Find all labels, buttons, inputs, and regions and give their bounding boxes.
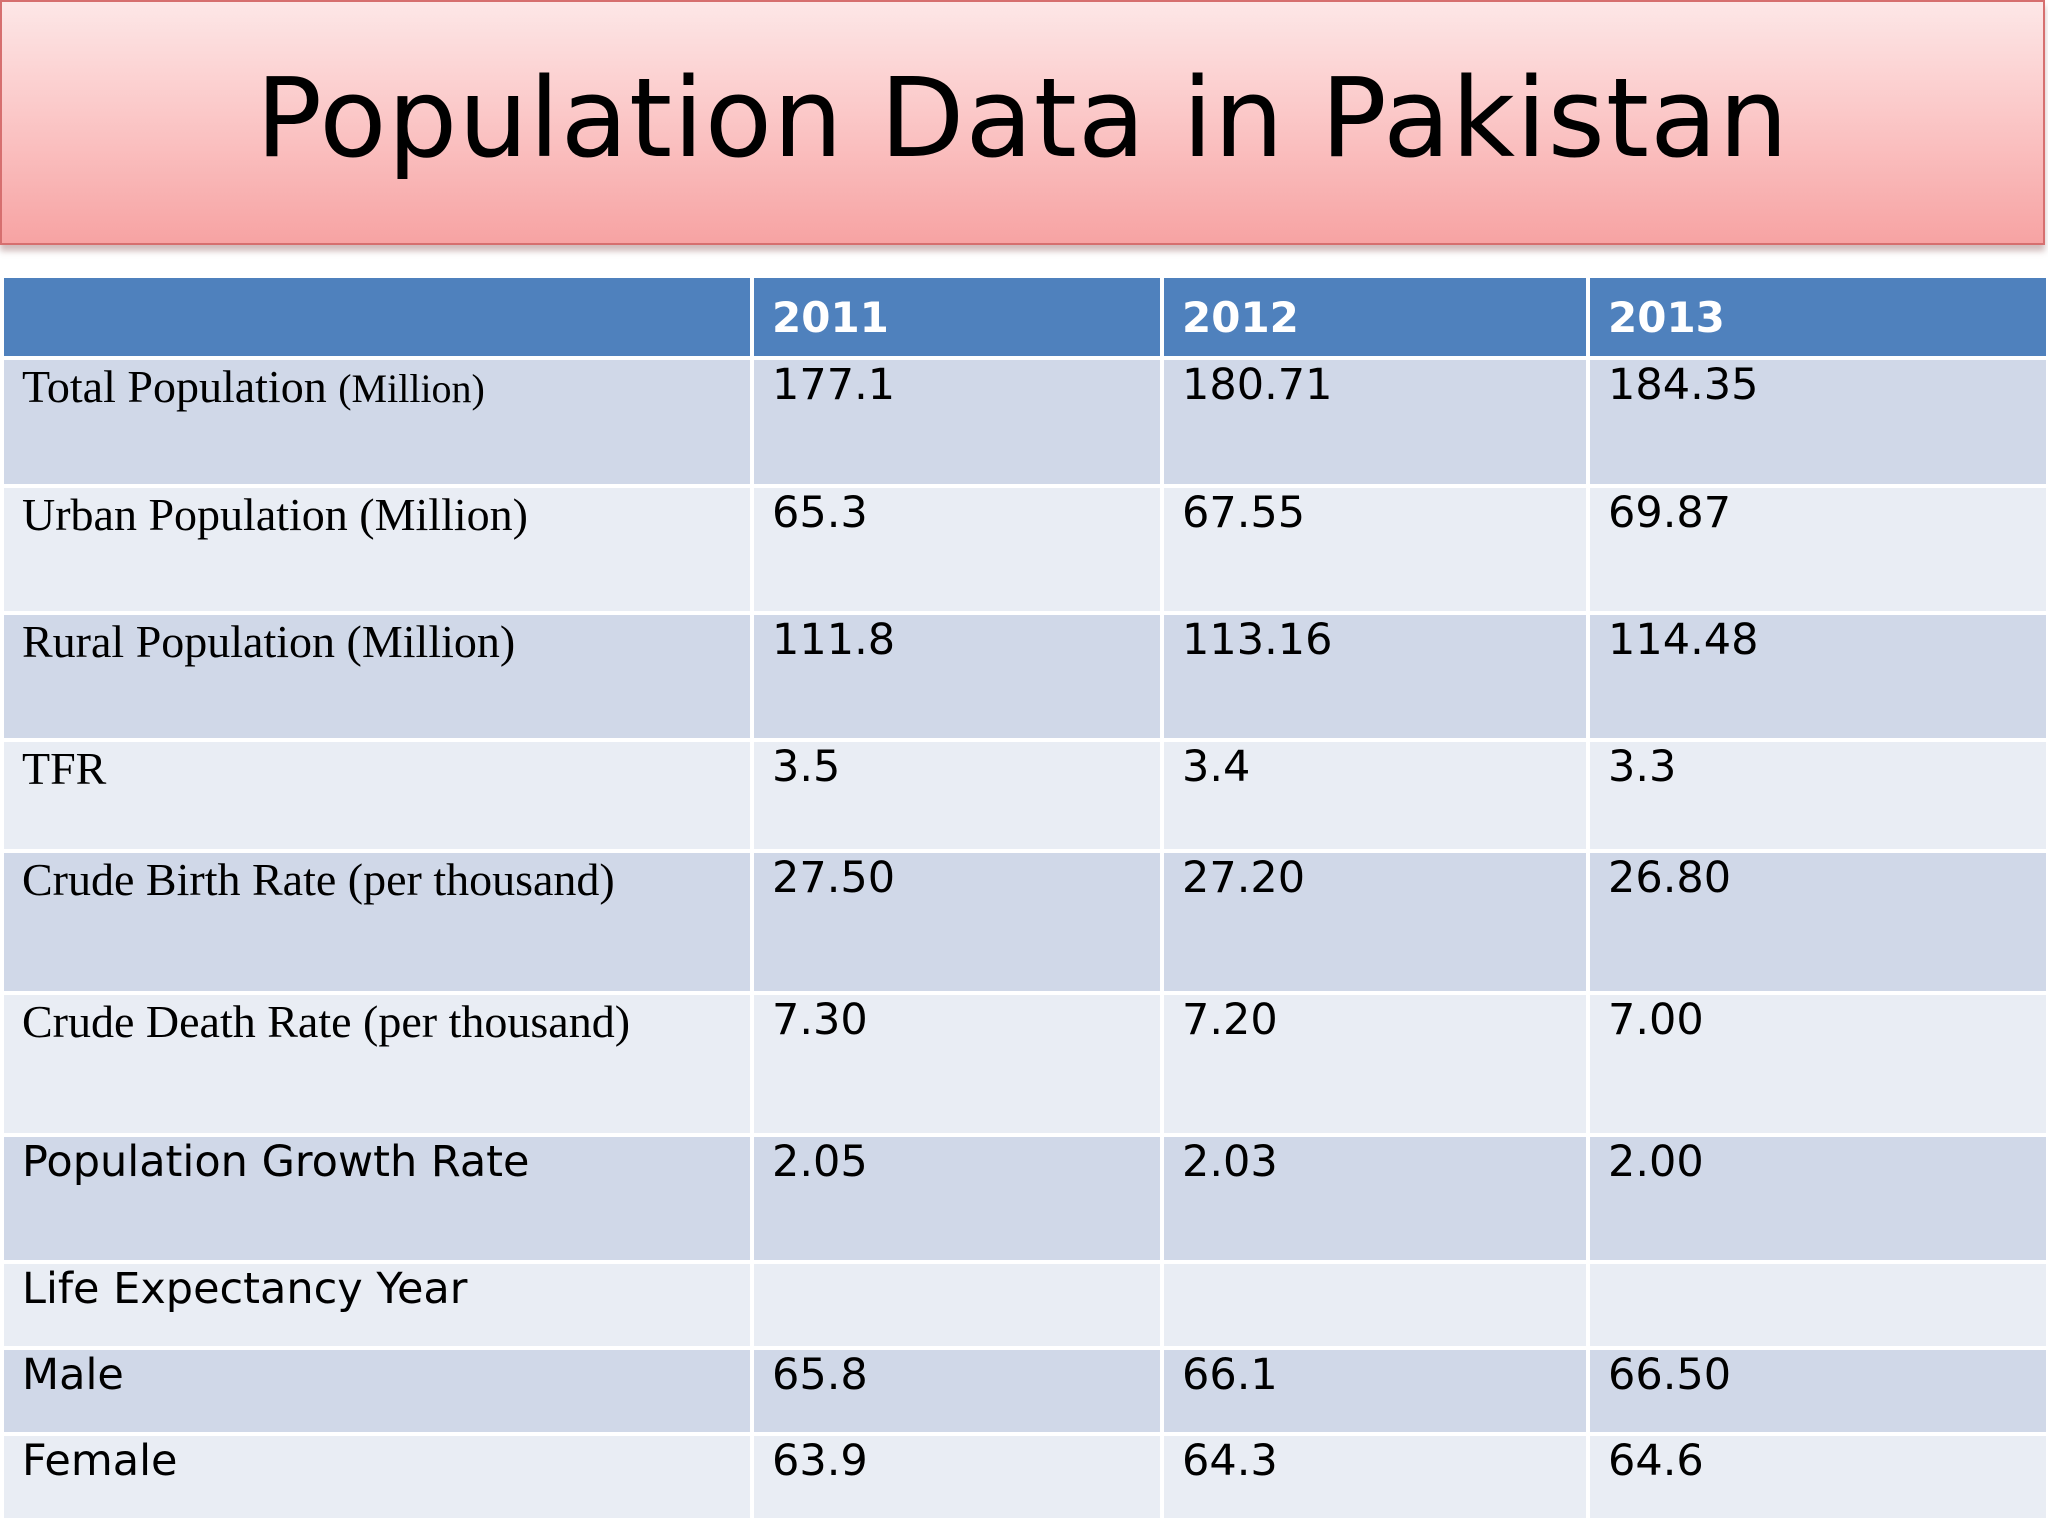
table-cell: 67.55: [1160, 484, 1590, 615]
row-label: Rural Population (Million): [0, 611, 754, 742]
row-label: Male: [0, 1346, 754, 1436]
table-row-total-population: Total Population (Million) 177.1 180.71 …: [0, 356, 2048, 488]
population-table: 2011 2012 2013 Total Population (Million…: [0, 274, 2048, 1522]
table-cell: 27.50: [750, 849, 1164, 995]
table-row-life-expectancy: Life Expectancy Year: [0, 1260, 2048, 1350]
row-label: Life Expectancy Year: [0, 1260, 754, 1350]
table-cell: 3.4: [1160, 738, 1590, 853]
row-label: Total Population (Million): [0, 356, 754, 488]
table-cell: 113.16: [1160, 611, 1590, 742]
row-label: Urban Population (Million): [0, 484, 754, 615]
table-cell: 180.71: [1160, 356, 1590, 488]
table-cell: 27.20: [1160, 849, 1590, 995]
table-cell: 3.3: [1586, 738, 2048, 853]
table-cell: 65.3: [750, 484, 1164, 615]
table-row-male: Male 65.8 66.1 66.50: [0, 1346, 2048, 1436]
table-cell: 69.87: [1586, 484, 2048, 615]
table-cell: 111.8: [750, 611, 1164, 742]
table-cell: 63.9: [750, 1432, 1164, 1522]
table-cell: [1160, 1260, 1590, 1350]
table-cell: 2.03: [1160, 1133, 1590, 1264]
table-row-crude-birth-rate: Crude Birth Rate (per thousand) 27.50 27…: [0, 849, 2048, 995]
table-cell: 114.48: [1586, 611, 2048, 742]
table-cell: 65.8: [750, 1346, 1164, 1436]
header-year-2013: 2013: [1586, 274, 2048, 360]
table-cell: 3.5: [750, 738, 1164, 853]
table-cell: 2.05: [750, 1133, 1164, 1264]
table-row-rural-population: Rural Population (Million) 111.8 113.16 …: [0, 611, 2048, 742]
table-cell: [750, 1260, 1164, 1350]
table-cell: 7.00: [1586, 991, 2048, 1137]
table-row-tfr: TFR 3.5 3.4 3.3: [0, 738, 2048, 853]
header-year-2012: 2012: [1160, 274, 1590, 360]
table-row-population-growth-rate: Population Growth Rate 2.05 2.03 2.00: [0, 1133, 2048, 1264]
table-cell: 184.35: [1586, 356, 2048, 488]
table-cell: 7.30: [750, 991, 1164, 1137]
table-row-crude-death-rate: Crude Death Rate (per thousand) 7.30 7.2…: [0, 991, 2048, 1137]
table-cell: 7.20: [1160, 991, 1590, 1137]
table-cell: 64.6: [1586, 1432, 2048, 1522]
row-label: Population Growth Rate: [0, 1133, 754, 1264]
row-label: Crude Birth Rate (per thousand): [0, 849, 754, 995]
table-cell: 66.50: [1586, 1346, 2048, 1436]
slide-title: Population Data in Pakistan: [255, 53, 1790, 182]
table-cell: 64.3: [1160, 1432, 1590, 1522]
table-cell: [1586, 1260, 2048, 1350]
row-label-main: Total Population: [22, 361, 339, 412]
row-label: TFR: [0, 738, 754, 853]
table-cell: 2.00: [1586, 1133, 2048, 1264]
title-banner: Population Data in Pakistan: [0, 0, 2045, 245]
table-row-female: Female 63.9 64.3 64.6: [0, 1432, 2048, 1522]
row-label: Female: [0, 1432, 754, 1522]
row-label-unit: (Million): [338, 366, 485, 411]
table-cell: 177.1: [750, 356, 1164, 488]
table-cell: 26.80: [1586, 849, 2048, 995]
header-year-2011: 2011: [750, 274, 1164, 360]
row-label: Crude Death Rate (per thousand): [0, 991, 754, 1137]
table-cell: 66.1: [1160, 1346, 1590, 1436]
table-header-row: 2011 2012 2013: [0, 274, 2048, 360]
header-blank-cell: [0, 274, 754, 360]
table-row-urban-population: Urban Population (Million) 65.3 67.55 69…: [0, 484, 2048, 615]
